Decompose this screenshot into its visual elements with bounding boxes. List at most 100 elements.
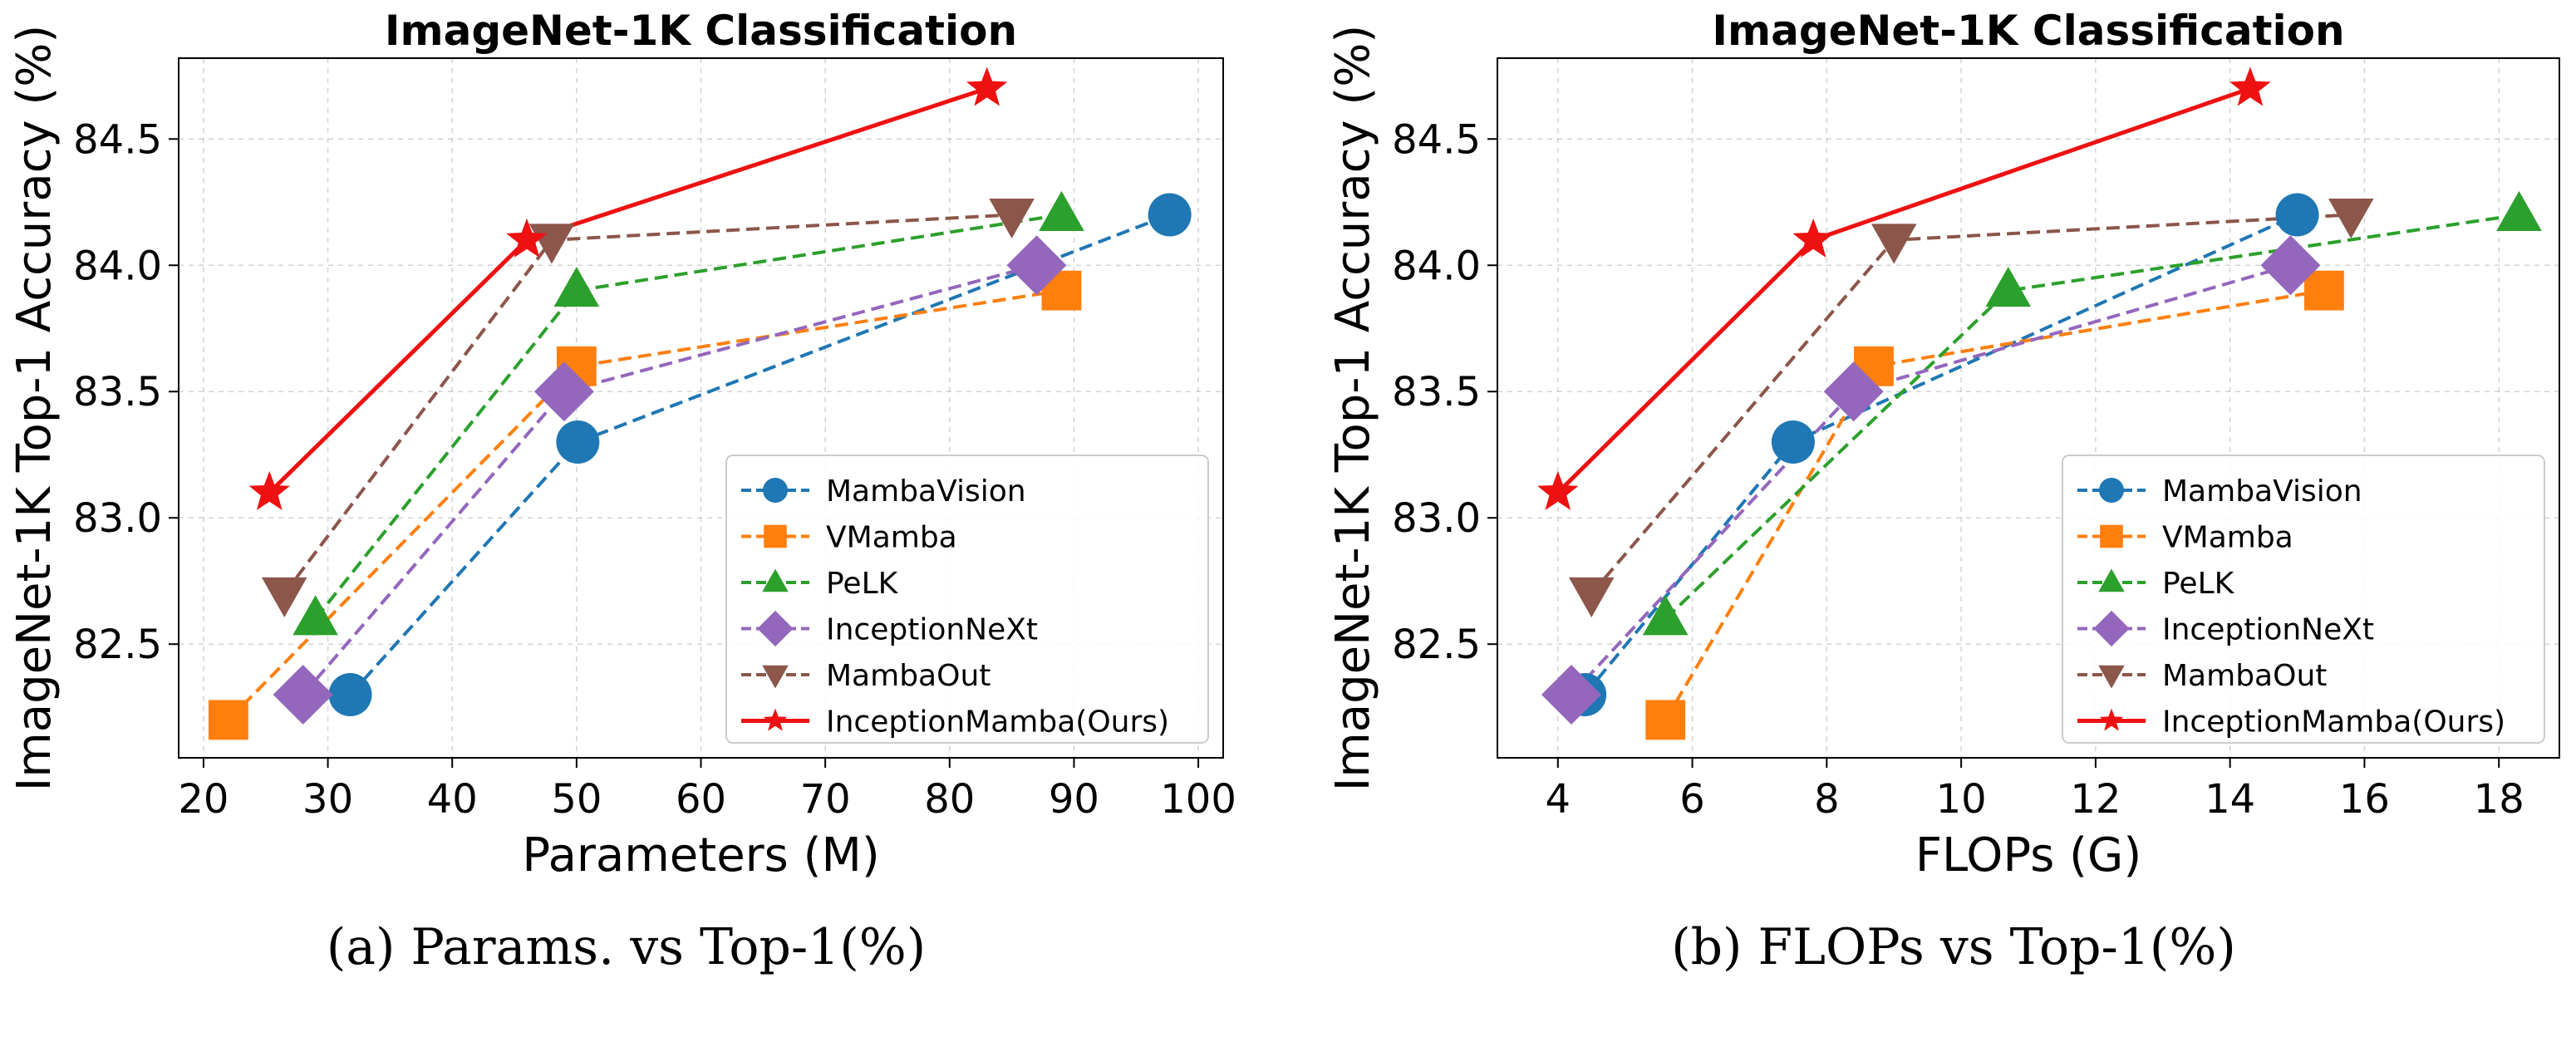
series-line	[227, 288, 1062, 721]
legend-entry: VMamba	[826, 521, 957, 555]
data-point	[208, 700, 248, 740]
data-point	[1537, 470, 1579, 510]
plot-frame	[178, 57, 1224, 759]
figure-caption: (a) Params. vs Top-1(%)	[327, 918, 926, 976]
legend-marker	[762, 568, 789, 592]
data-point	[2496, 190, 2542, 231]
x-tick-label: 16	[2339, 776, 2390, 823]
data-point	[989, 198, 1035, 239]
x-tick-label: 12	[2070, 776, 2121, 823]
data-point	[1006, 235, 1067, 296]
legend-entry: PeLK	[2162, 567, 2235, 601]
x-tick-label: 40	[427, 776, 478, 823]
x-tick-label: 10	[1936, 776, 1987, 823]
data-point	[1568, 577, 1615, 618]
x-axis-label: FLOPs (G)	[1915, 828, 2141, 882]
x-tick-label: 8	[1814, 776, 1840, 823]
legend-entry: InceptionMamba(Ours)	[826, 705, 1169, 740]
x-tick-label: 90	[1049, 776, 1099, 823]
y-tick-label: 84.5	[73, 116, 162, 163]
x-tick-label: 50	[551, 776, 602, 823]
y-tick-label: 83.0	[1392, 495, 1481, 542]
data-point	[1148, 193, 1192, 237]
data-point	[533, 361, 594, 422]
legend: MambaVision VMamba PeLK InceptionNeXt MambaO…	[2062, 455, 2545, 744]
data-point	[506, 218, 548, 258]
y-axis-label: ImageNet-1K Top-1 Accuracy (%)	[1326, 25, 1380, 792]
data-point	[1985, 267, 2032, 307]
x-tick-label: 70	[800, 776, 851, 823]
y-tick-label: 84.0	[73, 243, 162, 289]
data-point	[293, 595, 338, 636]
data-point	[1771, 420, 1815, 464]
legend-marker	[2100, 524, 2123, 548]
data-point	[1039, 190, 1084, 231]
series-line	[268, 86, 988, 494]
data-point	[1792, 218, 1834, 258]
y-tick-label: 83.5	[1392, 369, 1481, 415]
chart-panel-params: 20 30 40 50 60 70 80 90 100 82.5 83.0 83.5 84.0 84.5 I…	[7, 7, 1236, 976]
data-point	[248, 470, 290, 510]
data-point	[273, 665, 333, 725]
x-tick-label: 20	[178, 776, 229, 823]
legend-entry: InceptionMamba(Ours)	[2162, 705, 2505, 740]
data-point	[2328, 198, 2374, 239]
data-point	[2229, 66, 2271, 106]
legend-entry: MambaOut	[2162, 659, 2327, 693]
series-line	[1556, 86, 2251, 494]
data-point	[1823, 361, 1884, 422]
legend-marker	[2098, 665, 2125, 689]
data-point	[556, 420, 600, 464]
legend-entry: InceptionNeXt	[826, 613, 1038, 647]
data-point	[553, 267, 600, 307]
legend-entry: PeLK	[826, 567, 899, 601]
y-tick-label: 82.5	[73, 622, 162, 668]
data-point	[1645, 700, 1686, 740]
legend-entry: MambaVision	[2162, 474, 2362, 509]
data-point	[2303, 270, 2344, 311]
legend-marker	[2098, 568, 2125, 592]
x-tick-label: 6	[1679, 776, 1705, 823]
data-point	[2275, 193, 2319, 237]
data-point	[1541, 665, 1601, 725]
legend-marker	[762, 665, 789, 689]
plot-frame	[1497, 57, 2560, 759]
data-point	[1642, 595, 1689, 636]
data-point	[1871, 224, 1917, 264]
x-axis-label: Parameters (M)	[522, 828, 879, 882]
data-point	[328, 673, 372, 717]
chart-panel-flops: 4 6 8 10 12 14 16 18 82.5 83.0 83.5 84.0 84.5 ImageNe…	[1326, 7, 2560, 976]
y-tick-label: 83.0	[73, 495, 162, 542]
y-tick-label: 84.5	[1392, 116, 1481, 163]
figure-caption: (b) FLOPs vs Top-1(%)	[1671, 918, 2236, 976]
legend-entry: InceptionNeXt	[2162, 613, 2374, 647]
legend-marker	[2099, 708, 2124, 731]
x-tick-label: 4	[1546, 776, 1571, 823]
y-tick-label: 83.5	[73, 369, 162, 415]
x-tick-label: 100	[1160, 776, 1236, 823]
legend: MambaVision VMamba PeLK InceptionNeXt MambaO…	[725, 455, 1209, 744]
x-tick-label: 14	[2205, 776, 2255, 823]
data-point	[261, 577, 307, 618]
chart-title: ImageNet-1K Classification	[385, 7, 1017, 55]
legend-marker	[764, 524, 787, 548]
data-point	[966, 66, 1008, 106]
legend-entry: VMamba	[2162, 521, 2293, 555]
x-tick-label: 80	[924, 776, 975, 823]
data-point	[528, 224, 575, 264]
x-tick-label: 18	[2474, 776, 2524, 823]
y-axis-label: ImageNet-1K Top-1 Accuracy (%)	[7, 25, 61, 792]
legend-marker	[763, 708, 788, 731]
y-tick-label: 84.0	[1392, 243, 1481, 289]
x-tick-label: 30	[302, 776, 353, 823]
data-point	[2260, 235, 2321, 296]
series-line	[1664, 213, 2519, 621]
y-tick-label: 82.5	[1392, 622, 1481, 668]
legend-entry: MambaVision	[826, 474, 1026, 509]
chart-title: ImageNet-1K Classification	[1712, 7, 2344, 55]
legend-marker	[2093, 610, 2130, 647]
legend-marker	[2099, 478, 2124, 503]
legend-marker	[763, 478, 788, 503]
legend-box	[725, 455, 1209, 744]
